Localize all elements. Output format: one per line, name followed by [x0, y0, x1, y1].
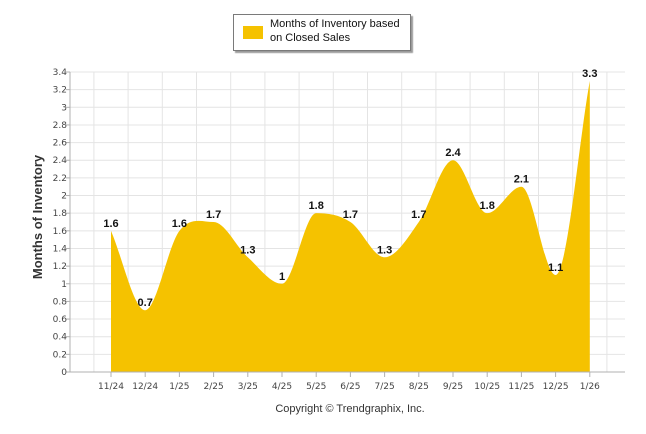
- x-tick-label: 6/25: [340, 382, 360, 392]
- data-label: 1.3: [377, 244, 392, 256]
- x-tick-label: 7/25: [374, 382, 394, 392]
- y-tick-label: 1: [61, 280, 67, 290]
- x-tick-label: 12/25: [543, 382, 569, 392]
- data-label: 1.8: [309, 200, 324, 212]
- y-tick-label: 2.4: [53, 156, 68, 166]
- legend-label: Months of Inventory based on Closed Sale…: [270, 17, 410, 45]
- axes: [69, 72, 625, 373]
- data-label: 0.7: [138, 297, 153, 309]
- data-label: 1: [279, 271, 285, 283]
- x-tick-label: 4/25: [272, 382, 292, 392]
- y-tick-label: 2.6: [53, 139, 68, 149]
- data-label: 1.3: [240, 244, 255, 256]
- x-tick-label: 1/26: [580, 382, 600, 392]
- data-label: 1.6: [103, 218, 118, 230]
- legend-label-line1: Months of Inventory based: [270, 18, 400, 30]
- y-tick-label: 0.2: [53, 350, 67, 360]
- y-tick-label: 3.2: [53, 86, 67, 96]
- y-tick-label: 0.6: [53, 315, 68, 325]
- x-tick-label: 2/25: [203, 382, 223, 392]
- data-label: 3.3: [582, 68, 597, 80]
- y-tick-label: 0.4: [53, 333, 68, 343]
- x-axis-ticks: 11/24 12/24 1/25 2/25 3/25 4/25 5/25 6/25 7/25 8/…: [98, 372, 600, 392]
- x-tick-label: 10/25: [474, 382, 500, 392]
- y-tick-label: 3: [61, 103, 67, 113]
- x-tick-label: 9/25: [443, 382, 463, 392]
- y-tick-label: 2.8: [53, 121, 68, 131]
- data-label: 1.7: [343, 209, 358, 221]
- x-tick-label: 3/25: [238, 382, 258, 392]
- y-tick-label: 0: [61, 368, 67, 378]
- y-tick-label: 3.4: [53, 68, 68, 78]
- x-tick-label: 5/25: [306, 382, 326, 392]
- data-label: 1.7: [206, 209, 221, 221]
- x-tick-label: 11/24: [98, 382, 124, 392]
- y-tick-label: 1.2: [53, 262, 67, 272]
- legend-label-line2: on Closed Sales: [270, 32, 351, 44]
- x-tick-label: 8/25: [409, 382, 429, 392]
- y-axis-title: Months of Inventory: [30, 154, 45, 279]
- y-tick-label: 0.8: [53, 297, 68, 307]
- x-tick-label: 12/24: [132, 382, 158, 392]
- data-label: 2.1: [514, 174, 529, 186]
- data-label: 1.8: [480, 200, 495, 212]
- area-series: [111, 80, 590, 372]
- y-tick-label: 1.8: [53, 209, 68, 219]
- data-label: 2.4: [445, 147, 461, 159]
- data-label: 1.6: [172, 218, 187, 230]
- data-label: 1.1: [548, 262, 563, 274]
- copyright-footer: Copyright © Trendgraphix, Inc.: [275, 403, 425, 415]
- y-tick-label: 1.4: [53, 244, 68, 254]
- data-label: 1.7: [411, 209, 426, 221]
- y-axis-ticks: 0 0.2 0.4 0.6 0.8 1 1.2 1.4 1.6 1.8 2 2.2 2.4 2.6 2.8 3…: [53, 68, 70, 378]
- legend: Months of Inventory based on Closed Sale…: [233, 14, 411, 51]
- legend-swatch: [243, 26, 263, 39]
- y-tick-label: 1.6: [53, 227, 68, 237]
- y-tick-label: 2: [61, 192, 67, 202]
- x-tick-label: 1/25: [169, 382, 189, 392]
- x-tick-label: 11/25: [508, 382, 534, 392]
- data-labels: 1.6 0.7 1.6 1.7 1.3 1 1.8 1.7 1.3 1.7 2.4 1.8 2.1 1.1…: [103, 68, 597, 309]
- y-tick-label: 2.2: [53, 174, 67, 184]
